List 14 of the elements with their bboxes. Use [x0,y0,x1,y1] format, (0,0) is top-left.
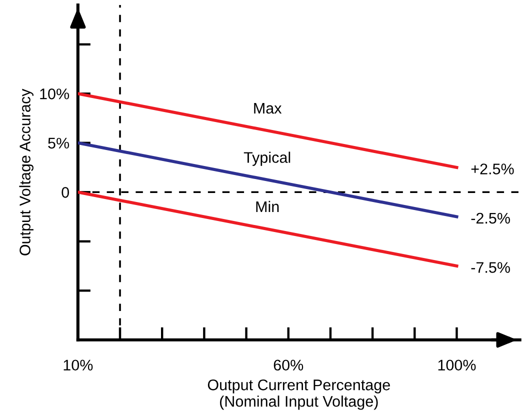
x-axis-title: Output Current Percentage (Nominal Input Voltage) [208,380,390,410]
x-tick-label: 10% [64,360,93,371]
series-label: Max [254,103,282,114]
series-label: Typical [244,152,290,166]
data-label: -2.5% [471,212,510,224]
y-tick-label: 10% [40,88,70,100]
x-tick-label: 60% [274,360,304,371]
y-tick-label: 5% [48,138,70,149]
data-label: -7.5% [471,262,510,273]
series-label: Min [256,200,279,212]
y-tick-label: 0 [62,187,69,198]
x-tick-label: 100% [438,360,476,371]
y-axis-title: Output Voltage Accuracy [19,88,34,256]
data-label: +2.5% [471,164,514,174]
